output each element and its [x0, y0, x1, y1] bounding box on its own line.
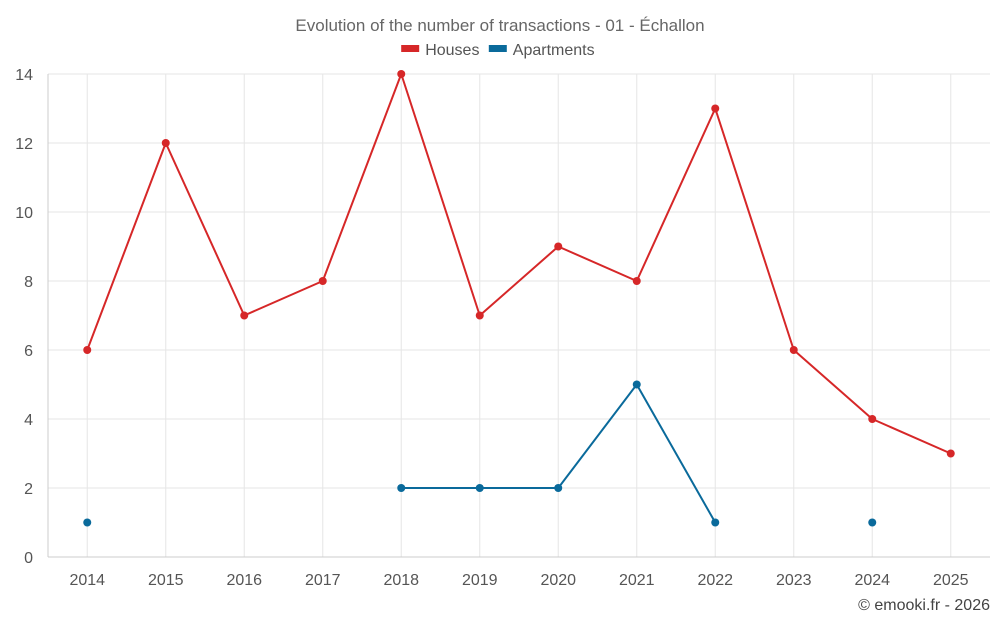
data-point: [161, 139, 170, 147]
data-point: [554, 484, 563, 492]
chart-title: Evolution of the number of transactions …: [295, 16, 704, 35]
y-tick-label: 14: [15, 67, 33, 84]
credit-text: © emooki.fr - 2026: [858, 597, 990, 614]
x-tick-label: 2025: [933, 572, 969, 589]
data-point: [711, 518, 720, 527]
x-tick-label: 2019: [462, 572, 498, 589]
series-apartments: [83, 380, 877, 527]
grid: [48, 73, 990, 557]
x-tick-label: 2018: [383, 572, 419, 589]
legend-item-apartments: Apartments: [488, 42, 595, 59]
data-point: [475, 311, 484, 320]
data-point: [397, 484, 406, 492]
series-houses: [83, 70, 955, 458]
legend: Houses Apartments: [401, 42, 595, 59]
legend-item-houses: Houses: [401, 42, 479, 59]
data-point: [240, 311, 249, 320]
x-tick-label: 2015: [148, 572, 184, 589]
data-point: [868, 415, 877, 423]
data-point: [868, 518, 877, 527]
x-tick-label: 2014: [69, 572, 105, 589]
data-point: [711, 104, 720, 113]
y-tick-label: 0: [24, 550, 33, 567]
y-tick-label: 6: [24, 343, 33, 360]
data-point: [475, 484, 484, 492]
legend-swatch: [488, 45, 507, 52]
data-point: [632, 277, 641, 285]
data-point: [554, 242, 563, 251]
axes: 0 2 4 6 8 10 12 14 2014 2015 2016 2017 2018 2019 2020 2…: [15, 67, 990, 589]
x-tick-label: 2021: [619, 572, 655, 589]
data-point: [318, 277, 327, 285]
y-tick-label: 2: [24, 481, 33, 498]
legend-swatch: [401, 45, 420, 52]
data-point: [397, 70, 406, 78]
x-tick-label: 2016: [226, 572, 262, 589]
y-tick-label: 4: [24, 412, 33, 429]
data-point: [83, 518, 92, 527]
data-point: [632, 380, 641, 389]
data-point: [789, 346, 798, 354]
y-tick-label: 12: [15, 136, 33, 153]
data-point: [946, 449, 955, 458]
x-tick-label: 2020: [540, 572, 576, 589]
legend-label: Apartments: [513, 42, 595, 59]
x-tick-label: 2024: [854, 572, 890, 589]
y-tick-label: 8: [24, 274, 33, 291]
data-point: [83, 346, 92, 354]
series-line: [86, 73, 952, 455]
x-tick-label: 2017: [305, 572, 341, 589]
series-layer: [83, 70, 955, 527]
x-tick-label: 2022: [697, 572, 733, 589]
y-tick-label: 10: [15, 205, 33, 222]
legend-label: Houses: [425, 42, 479, 59]
x-tick-label: 2023: [776, 572, 812, 589]
